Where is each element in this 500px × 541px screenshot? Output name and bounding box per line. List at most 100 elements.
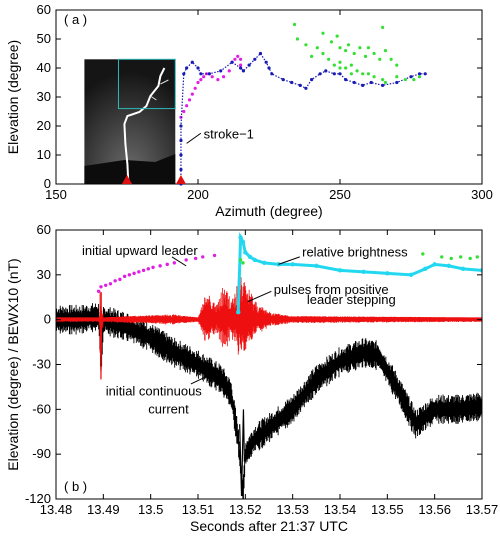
- brightness-point: [460, 266, 466, 272]
- bewx10-signal: [56, 303, 482, 499]
- y-axis-label: Elevation (degree): [5, 40, 21, 154]
- data-point: [179, 124, 183, 128]
- annotation-leader-line: [278, 256, 300, 265]
- data-point: [247, 63, 251, 67]
- pulse-spike: [99, 319, 103, 380]
- x-axis-label: Azimuth (degree): [215, 203, 322, 219]
- data-point: [321, 31, 325, 35]
- y-tick-label: -90: [32, 446, 51, 461]
- x-tick-label: 13.5: [138, 502, 163, 517]
- data-point: [207, 72, 211, 76]
- data-point: [304, 43, 308, 47]
- annotation-relative-brightness: relative brightness: [302, 244, 408, 259]
- blue-series: [179, 51, 427, 186]
- data-point: [267, 66, 271, 70]
- x-axis-label: Seconds after 21:37 UTC: [190, 518, 348, 534]
- data-point: [409, 75, 413, 79]
- data-point: [349, 63, 353, 67]
- green-point: [241, 261, 245, 265]
- data-point: [381, 83, 385, 87]
- panel-label: ( b ): [64, 479, 87, 494]
- data-point: [361, 83, 365, 87]
- data-point: [423, 72, 427, 76]
- magenta-point: [132, 271, 136, 276]
- magenta-series: [179, 54, 243, 119]
- data-point: [355, 69, 359, 73]
- brightness-point: [337, 268, 343, 273]
- annotation-current: current: [148, 401, 189, 416]
- data-point: [230, 60, 234, 64]
- data-point: [233, 57, 237, 61]
- annotation-leader-line: [186, 132, 202, 144]
- data-point: [185, 66, 189, 70]
- data-point: [372, 51, 376, 56]
- data-point: [196, 80, 200, 85]
- data-point: [363, 54, 368, 59]
- annotation-pulses-line2: leader stepping: [307, 292, 396, 307]
- y-tick-label: 0: [44, 312, 51, 327]
- magenta-point: [122, 274, 127, 279]
- brightness-point: [385, 271, 390, 276]
- x-tick-label: 13.53: [276, 502, 309, 517]
- y-tick-label: 30: [37, 89, 51, 104]
- brightness-point: [262, 260, 267, 266]
- panel-b-plot-area: [56, 231, 482, 499]
- magenta-point: [127, 273, 132, 277]
- lightning-branch: [150, 79, 169, 101]
- x-tick-label: 300: [471, 187, 493, 202]
- x-tick-label: 250: [329, 187, 351, 202]
- data-point: [227, 69, 231, 73]
- green-series: [238, 252, 479, 265]
- x-tick-label: 13.52: [229, 502, 262, 517]
- data-point: [295, 37, 299, 41]
- y-axis-label: Elevation (degree) / BEWX10 (nT): [5, 258, 21, 470]
- data-point: [332, 72, 336, 76]
- magenta-point: [108, 282, 113, 286]
- y-tick-label: 20: [37, 118, 51, 133]
- magenta-point: [151, 265, 155, 270]
- data-point: [304, 86, 308, 90]
- data-point: [298, 83, 302, 87]
- y-tick-label: 60: [37, 2, 51, 17]
- data-point: [239, 66, 243, 70]
- data-point: [366, 46, 370, 50]
- data-point: [190, 60, 194, 64]
- x-tick-label: 13.57: [466, 502, 499, 517]
- brightness-point: [408, 272, 414, 278]
- y-tick-label: -60: [32, 401, 51, 416]
- brightness-point: [240, 239, 246, 245]
- green-series: [292, 22, 422, 85]
- data-point: [179, 153, 183, 157]
- brightness-series: [236, 231, 482, 315]
- data-point: [395, 80, 399, 85]
- data-point: [338, 60, 342, 64]
- data-point: [395, 75, 399, 79]
- data-point: [369, 80, 373, 85]
- magenta-point: [113, 279, 117, 283]
- x-tick-label: 13.48: [40, 502, 73, 517]
- x-tick-label: 13.51: [182, 502, 215, 517]
- data-point: [179, 138, 183, 143]
- data-point: [185, 104, 189, 108]
- data-point: [366, 72, 370, 76]
- magenta-point: [158, 264, 162, 268]
- data-point: [290, 80, 294, 85]
- brightness-point: [252, 257, 257, 263]
- data-point: [338, 72, 342, 76]
- ground-marker-triangle: [175, 175, 186, 184]
- ground-marker-triangle: [122, 175, 132, 184]
- brightness-point: [432, 262, 437, 267]
- panel-a: 150 200 250 300 0 10 20 30 40 50 60 Azimuth (degree…: [5, 2, 493, 219]
- data-point: [253, 57, 257, 61]
- green-point: [459, 255, 463, 259]
- magenta-point: [184, 258, 188, 262]
- data-point: [193, 86, 197, 90]
- x-tick-label: 13.49: [87, 502, 120, 517]
- data-point: [321, 51, 325, 56]
- annotation-leader-line: [171, 256, 187, 267]
- data-point: [389, 57, 393, 61]
- annotation-pulses-line1: pulses from positive: [274, 282, 389, 297]
- data-point: [182, 72, 186, 76]
- magenta-point: [141, 268, 146, 273]
